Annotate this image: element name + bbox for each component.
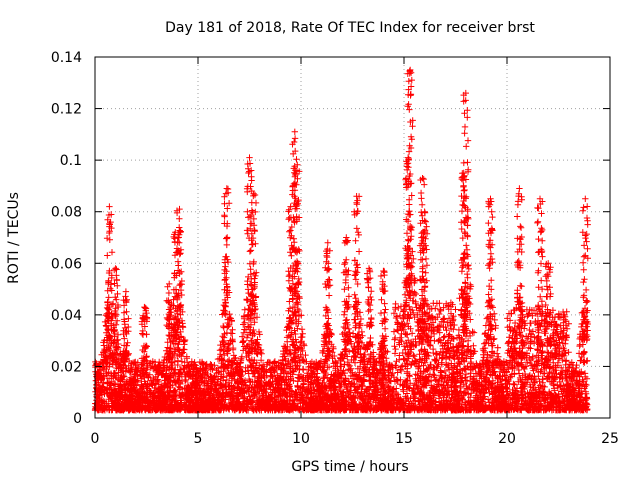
x-tick-label: 0: [91, 431, 100, 447]
y-tick-label: 0.14: [51, 50, 82, 66]
y-tick-label: 0.04: [51, 308, 82, 324]
y-tick-label: 0.06: [51, 256, 82, 272]
y-axis-label: ROTI / TECUs: [6, 192, 22, 284]
x-tick-label: 15: [395, 431, 413, 447]
y-tick-labels: 0 0.02 0.04 0.06 0.08 0.1 0.12 0.14: [51, 50, 82, 427]
roti-points: [91, 66, 591, 414]
chart-title: Day 181 of 2018, Rate Of TEC Index for r…: [165, 20, 535, 36]
y-tick-label: 0.08: [51, 205, 82, 221]
x-tick-label: 10: [292, 431, 310, 447]
x-axis-label: GPS time / hours: [291, 459, 408, 475]
plot-frame: [94, 56, 611, 419]
data-points: [91, 66, 591, 414]
y-tick-label: 0: [73, 411, 82, 427]
x-tick-labels: 0 5 10 15 20 25: [91, 431, 619, 447]
x-tick-label: 20: [498, 431, 516, 447]
y-tick-label: 0.1: [60, 153, 82, 169]
x-tick-label: 25: [601, 431, 619, 447]
x-tick-label: 5: [194, 431, 203, 447]
y-tick-label: 0.12: [51, 102, 82, 118]
y-tick-label: 0.02: [51, 359, 82, 375]
